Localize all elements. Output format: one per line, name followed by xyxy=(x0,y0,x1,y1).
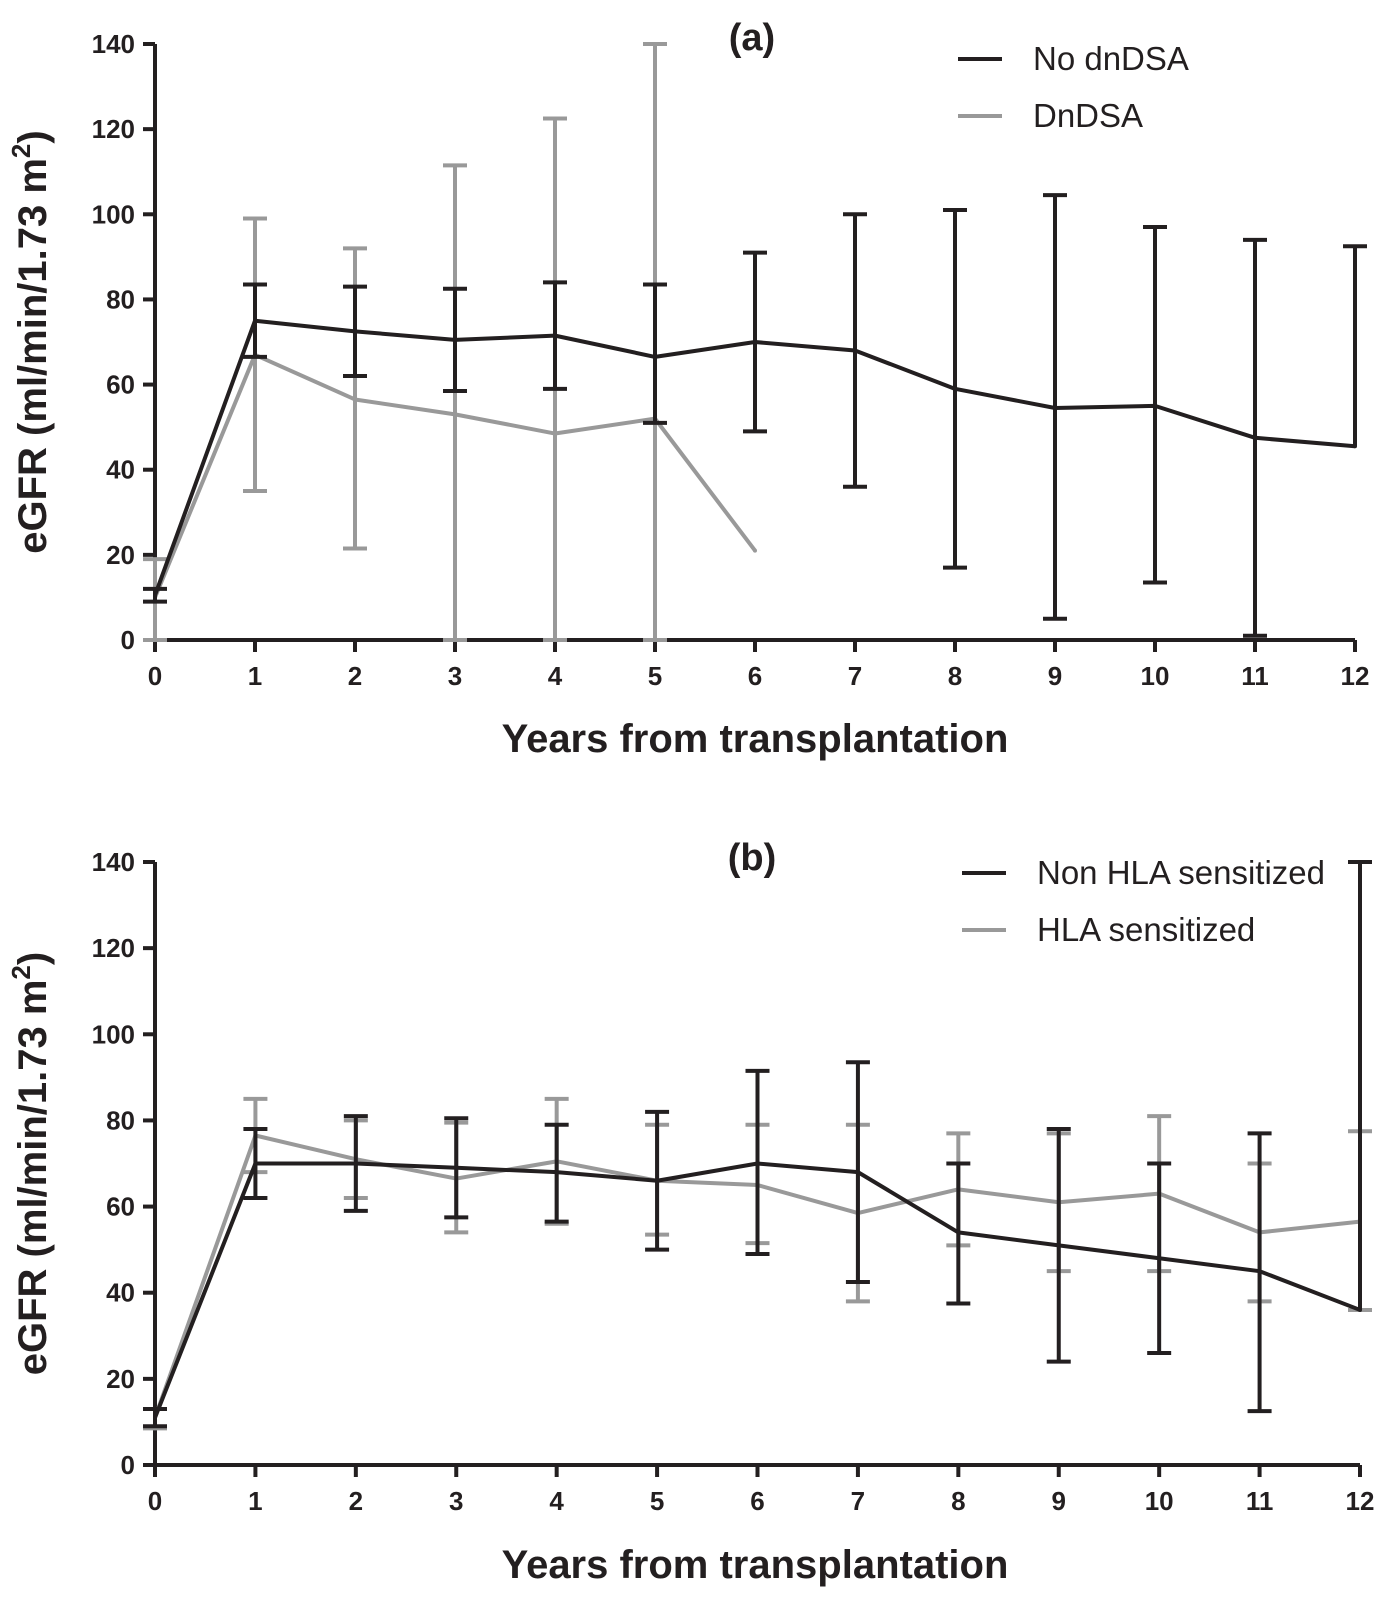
data-point xyxy=(855,1170,860,1175)
data-point xyxy=(753,340,757,344)
y-tick-label: 20 xyxy=(106,540,135,570)
y-tick-label: 60 xyxy=(106,370,135,400)
data-point xyxy=(1056,1243,1061,1248)
data-point xyxy=(153,593,157,598)
y-tick-label: 60 xyxy=(106,1192,135,1222)
series-0 xyxy=(143,193,1367,638)
data-point xyxy=(1253,435,1257,440)
x-tick-label: 5 xyxy=(650,1486,664,1516)
y-tick-label: 80 xyxy=(106,284,135,314)
data-point xyxy=(153,1415,157,1420)
y-tick-label: 40 xyxy=(106,1278,135,1308)
y-axis-title-superscript: 2 xyxy=(6,144,36,158)
x-tick-label: 4 xyxy=(549,1486,564,1516)
x-tick-label: 1 xyxy=(248,661,262,691)
x-tick-label: 5 xyxy=(648,661,662,691)
panel-title: (b) xyxy=(728,837,777,879)
data-point xyxy=(253,1161,258,1166)
data-point xyxy=(353,1161,358,1166)
data-point xyxy=(653,354,657,359)
x-tick-label: 2 xyxy=(349,1486,363,1516)
data-point xyxy=(353,397,357,402)
x-tick-label: 3 xyxy=(448,661,462,691)
y-tick-label: 0 xyxy=(121,1450,135,1480)
x-tick-label: 3 xyxy=(449,1486,463,1516)
x-tick-label: 1 xyxy=(248,1486,262,1516)
data-point xyxy=(1358,1307,1362,1312)
legend-label: HLA sensitized xyxy=(1037,911,1255,948)
x-tick-label: 0 xyxy=(148,1486,162,1516)
x-tick-label: 7 xyxy=(851,1486,865,1516)
x-tick-label: 8 xyxy=(951,1486,965,1516)
x-tick-label: 8 xyxy=(948,661,962,691)
data-point xyxy=(655,1178,660,1183)
y-tick-label: 0 xyxy=(121,625,135,655)
y-axis-title-close: ) xyxy=(11,952,55,965)
x-tick-label: 10 xyxy=(1145,1486,1174,1516)
x-tick-label: 12 xyxy=(1346,1486,1375,1516)
data-point xyxy=(1353,444,1357,449)
data-point xyxy=(1157,1256,1162,1261)
legend-label: No dnDSA xyxy=(1033,40,1189,77)
data-point xyxy=(1053,405,1057,410)
x-axis-title: Years from transplantation xyxy=(502,1543,1009,1587)
y-axis-title-superscript: 2 xyxy=(6,965,36,979)
data-point xyxy=(253,318,257,323)
x-tick-label: 11 xyxy=(1241,661,1269,691)
data-point xyxy=(453,412,457,417)
legend-label: Non HLA sensitized xyxy=(1037,854,1325,891)
x-tick-label: 2 xyxy=(348,661,362,691)
x-tick-label: 4 xyxy=(548,661,563,691)
y-axis-title-main: eGFR (ml/min/1.73 m xyxy=(11,980,55,1376)
panel-title: (a) xyxy=(729,17,775,59)
data-point xyxy=(755,1161,760,1166)
x-tick-label: 11 xyxy=(1246,1486,1274,1516)
x-tick-label: 9 xyxy=(1052,1486,1066,1516)
x-tick-label: 0 xyxy=(148,661,162,691)
y-tick-label: 20 xyxy=(106,1364,135,1394)
x-tick-label: 6 xyxy=(750,1486,764,1516)
data-point xyxy=(1257,1269,1262,1274)
y-tick-label: 100 xyxy=(92,1019,135,1049)
y-axis-title-main: eGFR (ml/min/1.73 m xyxy=(11,158,55,554)
data-point xyxy=(753,548,757,553)
data-point xyxy=(353,329,357,334)
series-1 xyxy=(143,42,757,642)
x-tick-label: 12 xyxy=(1341,661,1370,691)
data-point xyxy=(453,337,457,342)
y-tick-label: 80 xyxy=(106,1105,135,1135)
x-tick-label: 6 xyxy=(748,661,762,691)
series-0 xyxy=(143,860,1372,1429)
data-point xyxy=(553,333,557,338)
data-point xyxy=(553,431,557,436)
legend-label: DnDSA xyxy=(1033,97,1143,134)
y-tick-label: 120 xyxy=(92,114,135,144)
data-point xyxy=(554,1170,559,1175)
data-point xyxy=(454,1165,459,1170)
y-tick-label: 100 xyxy=(92,199,135,229)
data-point xyxy=(1153,403,1157,408)
y-axis-title: eGFR (ml/min/1.73 m2) xyxy=(6,130,55,553)
data-point xyxy=(853,348,857,353)
y-tick-label: 120 xyxy=(92,933,135,963)
data-point xyxy=(953,386,957,391)
x-tick-label: 10 xyxy=(1141,661,1170,691)
y-axis-title: eGFR (ml/min/1.73 m2) xyxy=(6,952,55,1375)
x-tick-label: 7 xyxy=(848,661,862,691)
y-axis-title-close: ) xyxy=(11,130,55,143)
data-point xyxy=(956,1230,961,1235)
x-tick-label: 9 xyxy=(1048,661,1062,691)
y-tick-label: 140 xyxy=(92,29,135,59)
y-tick-label: 40 xyxy=(106,455,135,485)
x-axis-title: Years from transplantation xyxy=(502,717,1009,761)
y-tick-label: 140 xyxy=(92,847,135,877)
